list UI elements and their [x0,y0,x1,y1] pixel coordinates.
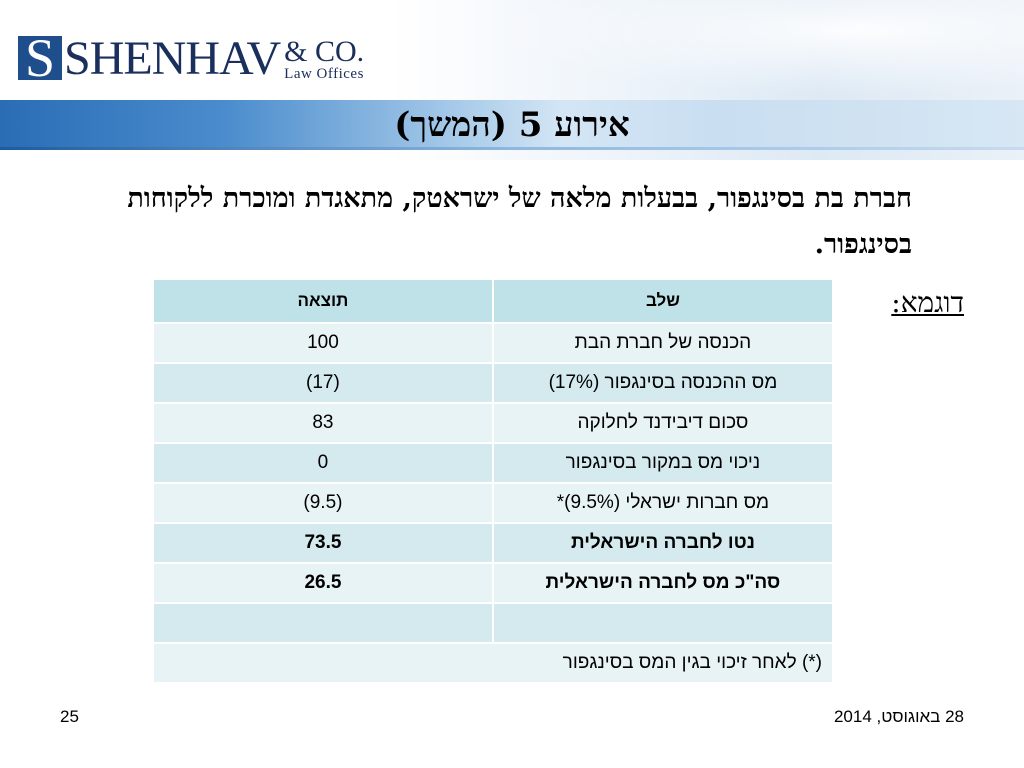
page-number: 25 [60,707,79,726]
cell-result [152,602,494,644]
cell-step: הכנסה של חברת הבת [491,322,835,364]
cell-result: 83 [152,402,494,444]
logo-co: & CO. [284,35,365,68]
cell-step: סה"כ מס לחברה הישראלית [491,562,835,604]
table-row: סה"כ מס לחברה הישראלית 26.5 [152,562,835,604]
cell-step [491,602,835,644]
table-note: (*) לאחר זיכוי בגין המס בסינגפור [152,642,834,684]
tax-table: שלב תוצאה הכנסה של חברת הבת 100 מס ההכנסה … [152,278,835,684]
table-row: סכום דיבידנד לחלוקה 83 [152,402,835,444]
title-band [0,100,1024,150]
table-row: הכנסה של חברת הבת 100 [152,322,835,364]
slide-title: אירוע 5 (המשך) [394,105,630,145]
company-logo: SHENHAV & CO. Law Offices [18,30,365,86]
cell-result: 26.5 [152,562,494,604]
table-row: נטו לחברה הישראלית 73.5 [152,522,835,564]
example-label: דוגמא: [891,286,964,319]
logo-mark-icon [18,30,62,86]
table-row: מס ההכנסה בסינגפור (17%) (17) [152,362,835,404]
cell-result: 100 [152,322,494,364]
header-result: תוצאה [152,278,494,324]
logo-subtitle: Law Offices [284,66,364,82]
cell-step: סכום דיבידנד לחלוקה [491,402,835,444]
cell-step: ניכוי מס במקור בסינגפור [491,442,835,484]
logo-name: SHENHAV [64,32,281,85]
cell-result: (9.5) [152,482,494,524]
cell-result: 0 [152,442,494,484]
cell-step: נטו לחברה הישראלית [491,522,835,564]
table-row: ניכוי מס במקור בסינגפור 0 [152,442,835,484]
logo-co-block: & CO. Law Offices [284,35,365,83]
footer-date: 28 באוגוסט, 2014 [833,707,964,726]
header-step: שלב [491,278,835,324]
table-header-row: שלב תוצאה [152,278,835,324]
cell-step: מס ההכנסה בסינגפור (17%) [491,362,835,404]
cell-result: (17) [152,362,494,404]
cell-step: מס חברות ישראלי (9.5%)* [491,482,835,524]
table-row: מס חברות ישראלי (9.5%)* (9.5) [152,482,835,524]
intro-paragraph: חברת בת בסינגפור, בבעלות מלאה של ישראטק,… [127,183,912,260]
table-note-row: (*) לאחר זיכוי בגין המס בסינגפור [152,642,834,684]
table-row [152,602,835,644]
cell-result: 73.5 [152,522,494,564]
